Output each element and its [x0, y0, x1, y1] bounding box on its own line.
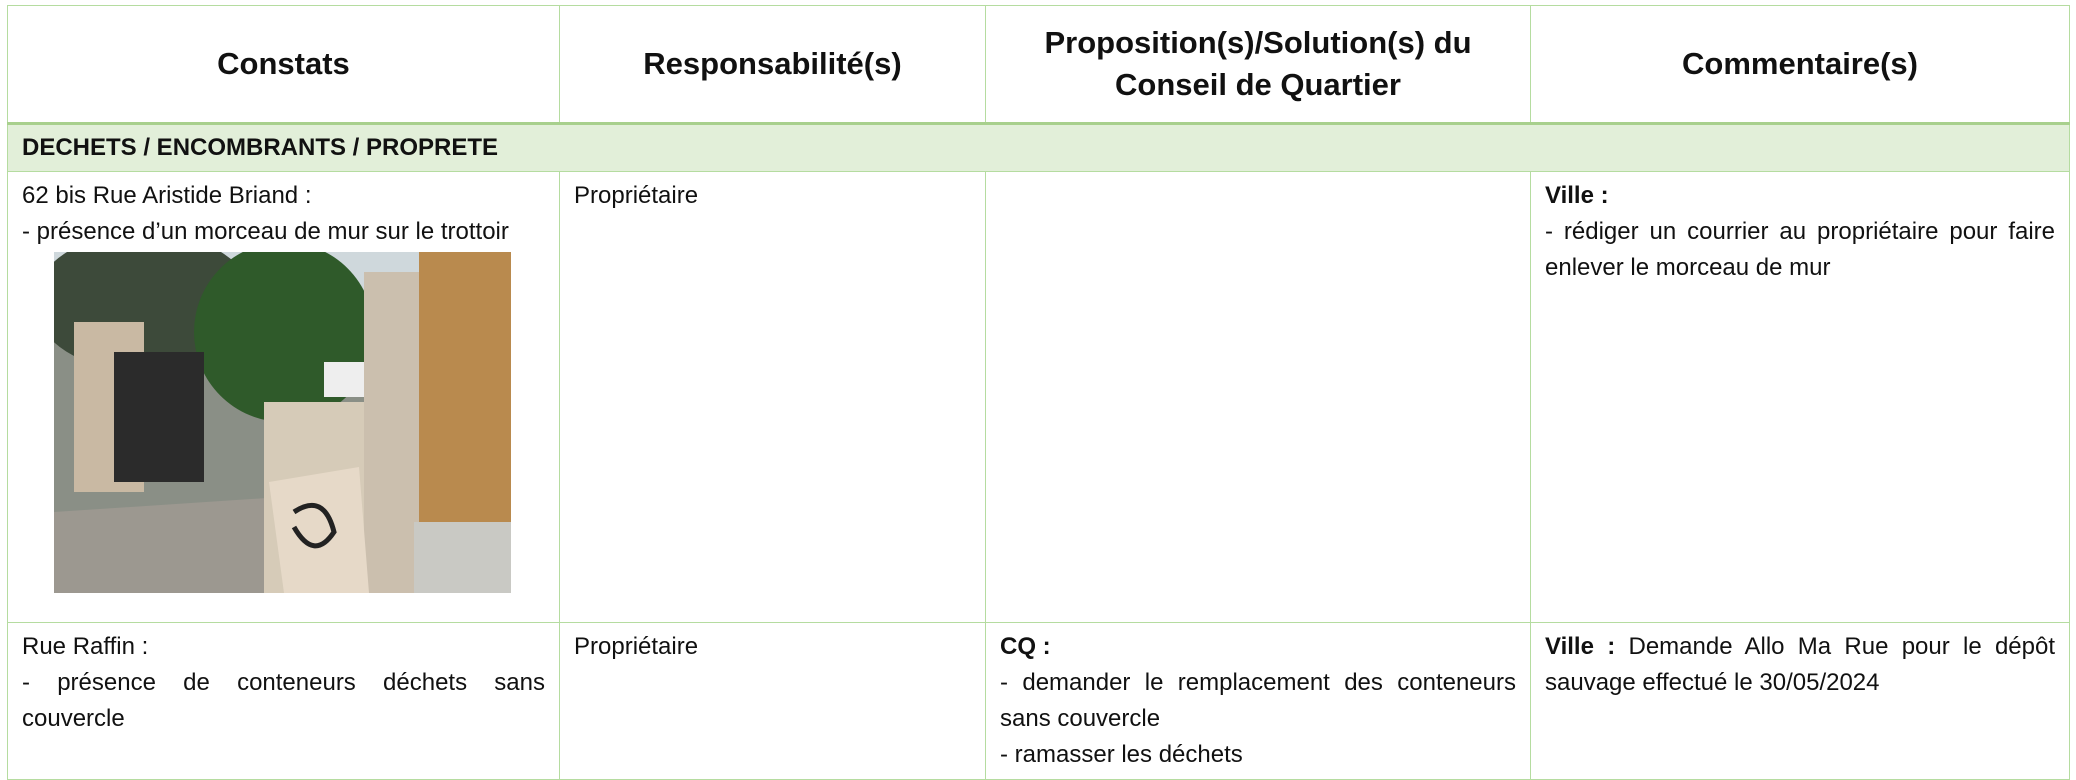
section-row: DECHETS / ENCOMBRANTS / PROPRETE: [7, 123, 2070, 172]
text: - présence de conteneurs déchets sans co…: [22, 669, 545, 732]
cell: 62 bis Rue Aristide Briand : - présence …: [7, 171, 560, 623]
row: Rue Raffin : - présence de conteneurs dé…: [7, 622, 2070, 780]
header-cell: Constats: [7, 5, 560, 125]
section-title: DECHETS / ENCOMBRANTS / PROPRETE: [7, 123, 2070, 172]
text: Ville : Demande Allo Ma Rue pour le dépô…: [1545, 629, 2055, 701]
text: - demander le remplacement des conteneur…: [1000, 669, 1516, 732]
label: CQ :: [1000, 633, 1051, 660]
text: - ramasser les déchets: [1000, 741, 1243, 768]
label: Ville :: [1545, 182, 1609, 209]
page: Constats Responsabilité(s) Proposition(s…: [7, 5, 2070, 780]
header-cell: Responsabilité(s): [559, 5, 986, 125]
header-cell: Commentaire(s): [1530, 5, 2070, 125]
cell: Ville : - rédiger un courrier au proprié…: [1530, 171, 2070, 623]
header-row: Constats Responsabilité(s) Proposition(s…: [7, 5, 2070, 125]
cell: Propriétaire: [559, 171, 986, 623]
text: - rédiger un courrier au propriétaire po…: [1545, 218, 2055, 281]
cell: Rue Raffin : - présence de conteneurs dé…: [7, 622, 560, 780]
place: 62 bis Rue Aristide Briand :: [22, 182, 312, 209]
row: 62 bis Rue Aristide Briand : - présence …: [7, 171, 2070, 623]
cell: [985, 171, 1531, 623]
cell: Ville : Demande Allo Ma Rue pour le dépô…: [1530, 622, 2070, 780]
comment-text: Demande Allo Ma Rue pour le dépôt sauvag…: [1545, 633, 2056, 696]
place: Rue Raffin :: [22, 633, 149, 660]
photo: [54, 252, 511, 593]
cell: Propriétaire: [559, 622, 986, 780]
text: - présence d’un morceau de mur sur le tr…: [22, 218, 509, 245]
label: Ville :: [1545, 633, 1616, 660]
report-table: Constats Responsabilité(s) Proposition(s…: [7, 5, 2070, 780]
header-cell: Proposition(s)/Solution(s) du Conseil de…: [985, 5, 1531, 125]
cell: CQ : - demander le remplacement des cont…: [985, 622, 1531, 780]
